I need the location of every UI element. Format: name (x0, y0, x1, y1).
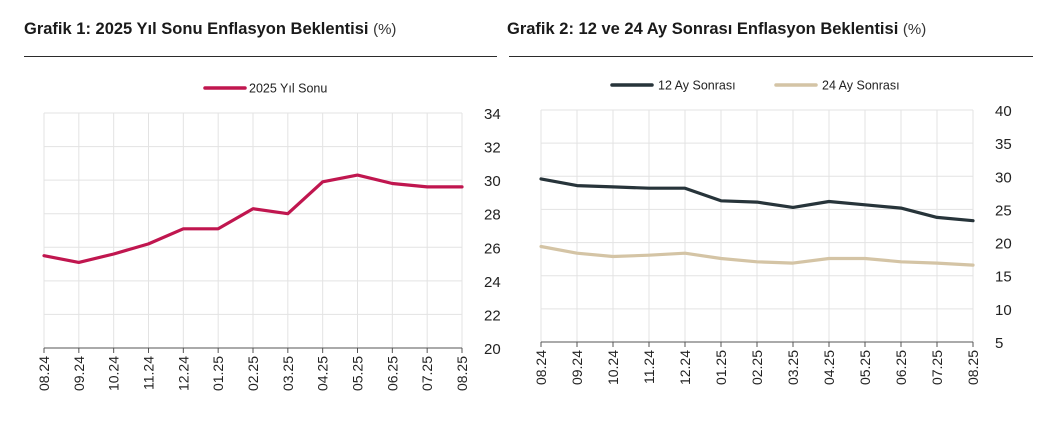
title-underline (509, 56, 1033, 57)
line-chart-2: 08.24 09.24 10.24 11.24 12.24 01.25 02.25 03.25… (533, 79, 1012, 386)
x-tick-label: 01.25 (210, 356, 226, 391)
x-tick-label: 03.25 (280, 356, 296, 391)
y-tick-label: 20 (995, 236, 1012, 253)
y-tick-label: 40 (995, 103, 1012, 120)
x-tick-label: 07.25 (929, 350, 945, 385)
x-tick-label: 10.24 (106, 356, 122, 391)
chart-title-text: Grafik 1: 2025 Yıl Sonu Enflasyon Beklen… (24, 20, 369, 38)
x-tick-label: 08.25 (965, 350, 981, 385)
x-tick-label: 10.24 (605, 350, 621, 385)
chart-unit: (%) (902, 21, 927, 38)
legend-label: 12 Ay Sonrası (658, 79, 736, 93)
y-tick-label: 30 (484, 173, 501, 190)
series-line (42, 173, 464, 264)
y-tick-label: 20 (484, 341, 501, 358)
x-tick-label: 04.25 (821, 350, 837, 385)
y-tick-label: 25 (995, 202, 1012, 219)
x-tick-label: 08.24 (36, 356, 52, 391)
y-tick-label: 35 (995, 136, 1012, 153)
y-tick-label: 22 (484, 307, 501, 324)
y-tick-label: 10 (995, 302, 1012, 319)
chart-panel-2: Grafik 2: 12 ve 24 Ay Sonrası Enflasyon … (505, 0, 1044, 433)
legend-label: 2025 Yıl Sonu (249, 82, 327, 96)
y-tick-label: 28 (484, 207, 501, 224)
x-tick-label: 02.25 (749, 350, 765, 385)
chart-panel-1: Grafik 1: 2025 Yıl Sonu Enflasyon Beklen… (0, 0, 505, 433)
x-tick-label: 06.25 (893, 350, 909, 385)
x-tick-label: 07.25 (419, 356, 435, 391)
x-tick-label: 01.25 (713, 350, 729, 385)
x-tick-label: 03.25 (785, 350, 801, 385)
title-underline (24, 56, 497, 57)
chart-unit: (%) (373, 21, 397, 38)
chart-title-text: Grafik 2: 12 ve 24 Ay Sonrası Enflasyon … (507, 20, 899, 38)
x-tick-label: 02.25 (245, 356, 261, 391)
y-tick-label: 24 (484, 274, 501, 291)
x-tick-label: 11.24 (641, 350, 657, 384)
y-tick-label: 30 (995, 169, 1012, 186)
x-tick-label: 08.24 (533, 350, 549, 385)
x-tick-label: 06.25 (384, 356, 400, 391)
x-tick-label: 12.24 (175, 356, 191, 391)
x-tick-label: 09.24 (569, 350, 585, 385)
line-chart-1: 08.24 09.24 10.24 11.24 12.24 01.25 02.25 03.25… (36, 82, 501, 392)
x-tick-label: 05.25 (857, 350, 873, 385)
x-tick-label: 11.24 (141, 356, 157, 390)
x-tick-label: 09.24 (71, 356, 87, 391)
x-tick-label: 08.25 (454, 356, 470, 391)
y-tick-label: 5 (995, 335, 1003, 352)
y-tick-label: 32 (484, 140, 501, 157)
chart-title-1: Grafik 1: 2025 Yıl Sonu Enflasyon Beklen… (24, 20, 396, 39)
x-tick-label: 05.25 (350, 356, 366, 391)
x-tick-label: 04.25 (315, 356, 331, 391)
y-tick-label: 15 (995, 269, 1012, 286)
x-tick-label: 12.24 (677, 350, 693, 385)
chart-title-2: Grafik 2: 12 ve 24 Ay Sonrası Enflasyon … (507, 20, 926, 39)
legend-label: 24 Ay Sonrası (822, 79, 900, 93)
y-tick-label: 26 (484, 240, 501, 257)
y-tick-label: 34 (484, 106, 501, 123)
